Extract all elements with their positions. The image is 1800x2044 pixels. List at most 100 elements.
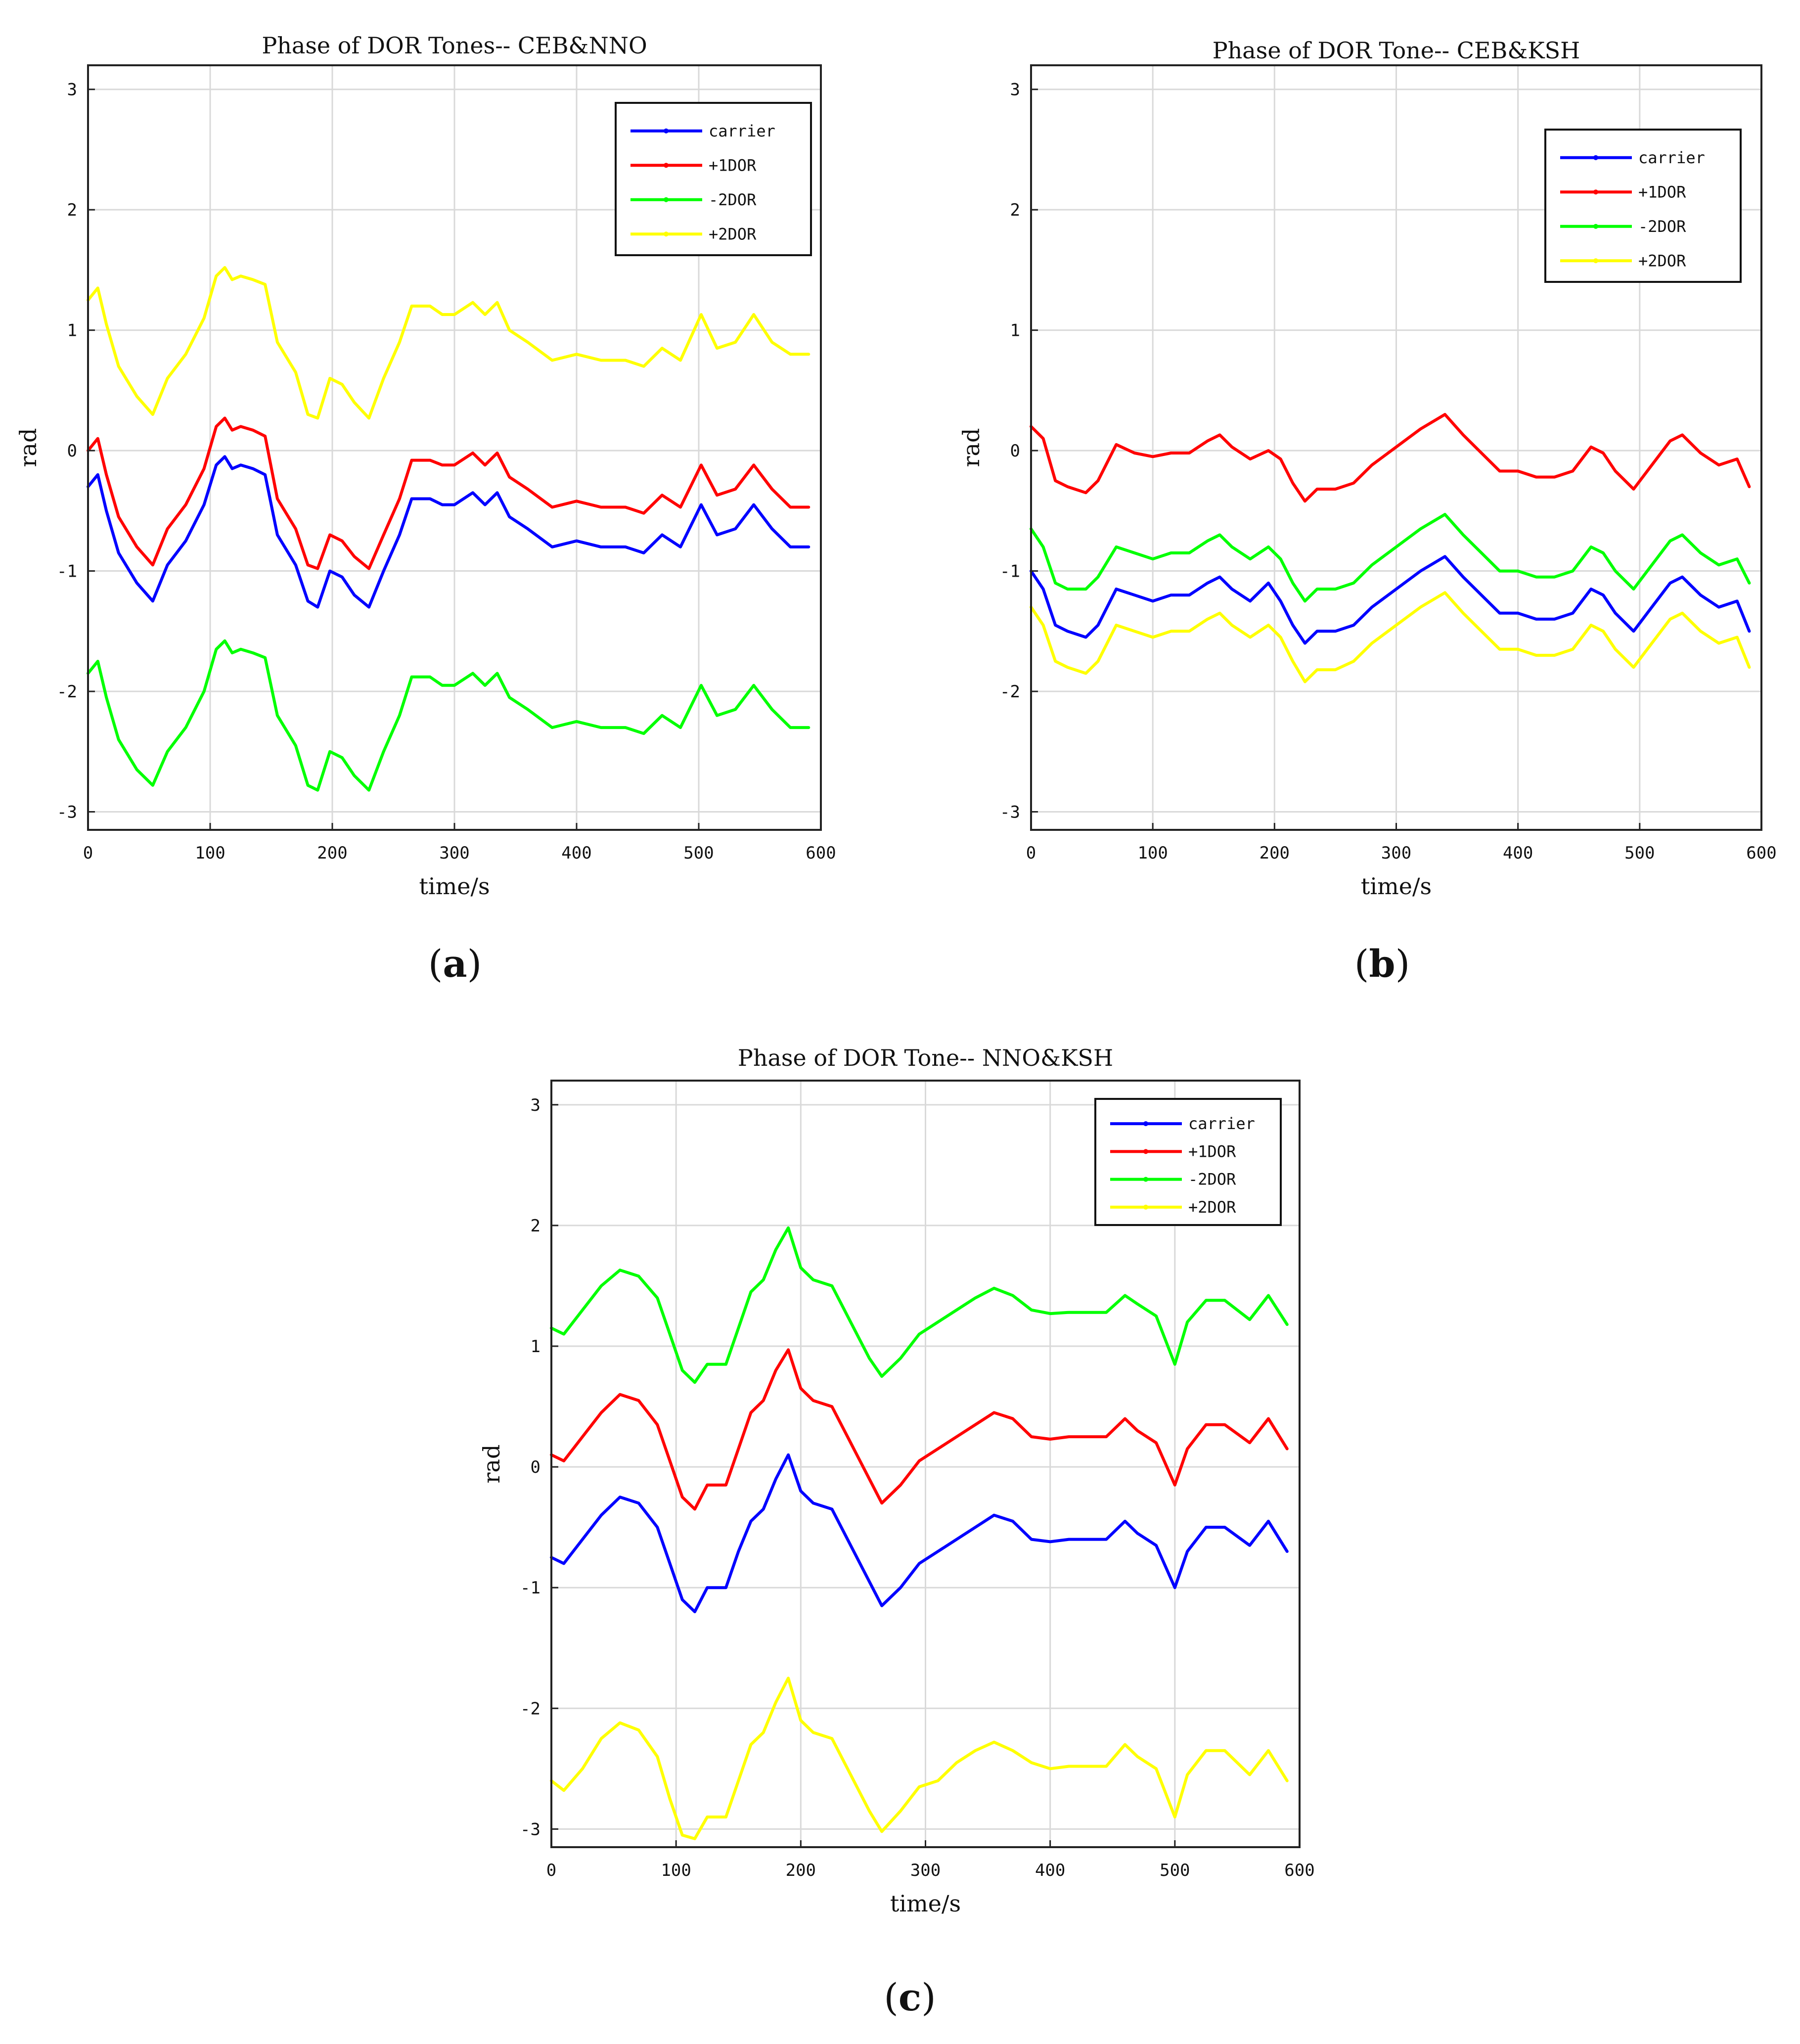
legend-marker (664, 197, 669, 202)
y-tick-label: -2 (1000, 682, 1020, 702)
caption-close-paren: ) (921, 1975, 936, 2019)
y-tick-label: 2 (67, 200, 77, 220)
x-tick-label: 200 (1260, 843, 1290, 863)
legend-entry: carrier (709, 122, 775, 140)
legend-marker (664, 128, 669, 134)
x-tick-label: 500 (1160, 1861, 1190, 1880)
legend-box (615, 102, 812, 256)
legend-entry: -2DOR (709, 190, 757, 209)
legend-marker (1593, 189, 1598, 195)
y-axis-label: rad (478, 1445, 505, 1484)
y-tick-label: 1 (67, 321, 77, 341)
series-line-carrier (1030, 555, 1751, 645)
y-axis-label: rad (15, 428, 42, 467)
legend-marker (1143, 1149, 1148, 1154)
legend-box (1544, 129, 1742, 283)
series-line-carrier (87, 455, 810, 609)
y-tick-label: 3 (531, 1095, 540, 1115)
x-tick-label: 400 (561, 843, 591, 863)
caption-close-paren: ) (467, 942, 482, 986)
x-axis-label: time/s (419, 873, 490, 900)
x-tick-label: 0 (83, 843, 93, 863)
legend-entry: +2DOR (709, 225, 757, 243)
series-line-2dor (550, 1226, 1289, 1384)
chart-c: 0 100 200 300 400 500 600 -3 -2 -1 0 1 2 3 Phase of DO… (478, 1045, 1315, 2019)
series-line-1dor (1030, 413, 1751, 503)
y-tick-label: -3 (57, 802, 77, 822)
series-line-carrier (550, 1453, 1289, 1613)
x-tick-label: 500 (683, 843, 714, 863)
x-tick-label: 200 (786, 1861, 816, 1880)
legend-entry: +1DOR (1188, 1142, 1236, 1161)
legend-entry: +1DOR (1638, 182, 1686, 201)
x-axis-label: time/s (1361, 873, 1432, 900)
x-tick-label: 100 (1137, 843, 1168, 863)
caption-letter: a (443, 942, 467, 986)
legend-marker (1593, 224, 1598, 229)
series-line-2dor (1030, 591, 1751, 683)
y-tick-label: 1 (531, 1337, 540, 1357)
y-axis-label: rad (958, 428, 985, 467)
y-tick-label: 3 (67, 80, 77, 100)
legend-box (1094, 1098, 1282, 1226)
x-tick-label: 0 (546, 1861, 556, 1880)
legend-entry: +1DOR (709, 156, 757, 175)
x-tick-label: 600 (1746, 843, 1776, 863)
caption-close-paren: ) (1395, 942, 1410, 986)
legend-marker (664, 231, 669, 237)
legend-marker (1593, 258, 1598, 264)
chart-title: Phase of DOR Tone-- NNO&KSH (738, 1045, 1113, 1071)
legend-marker (1143, 1177, 1148, 1182)
y-tick-label: -2 (520, 1699, 540, 1719)
y-tick-label: -1 (57, 562, 77, 582)
y-tick-label: 3 (1010, 80, 1020, 100)
legend: carrier +1DOR -2DOR +2DOR (1544, 129, 1742, 283)
y-tick-label: 0 (1010, 441, 1020, 461)
y-tick-label: -3 (1000, 802, 1020, 822)
caption-letter: b (1369, 942, 1395, 986)
y-tick-label: 0 (67, 441, 77, 461)
x-tick-label: 100 (661, 1861, 691, 1880)
series-line-2dor (87, 639, 810, 792)
y-tick-label: 0 (531, 1457, 540, 1477)
series-line-1dor (87, 416, 810, 570)
series-line-2dor (87, 266, 810, 420)
caption-open-paren: ( (884, 1975, 899, 2019)
panel-caption: (c) (884, 1975, 936, 2019)
legend-entry: +2DOR (1638, 251, 1686, 270)
series-line-2dor (550, 1677, 1289, 1840)
legend-entry: carrier (1638, 148, 1705, 167)
series-line-2dor (1030, 513, 1751, 603)
y-tick-label: -3 (520, 1819, 540, 1839)
panel-caption: (a) (428, 942, 482, 986)
legend: carrier +1DOR -2DOR +2DOR (615, 102, 812, 256)
y-tick-label: -1 (1000, 562, 1020, 582)
legend-entry: +2DOR (1188, 1198, 1236, 1217)
chart-title: Phase of DOR Tone-- CEB&KSH (1213, 37, 1580, 64)
y-tick-label: -1 (520, 1578, 540, 1598)
y-tick-label: 1 (1010, 321, 1020, 341)
chart-b: 0 100 200 300 400 500 600 -3 -2 -1 0 1 2 3 Phase of DO… (958, 37, 1777, 986)
x-tick-label: 500 (1624, 843, 1655, 863)
legend-marker (1593, 155, 1598, 160)
x-tick-label: 400 (1035, 1861, 1065, 1880)
y-tick-label: -2 (57, 682, 77, 702)
x-tick-label: 300 (1381, 843, 1411, 863)
legend-marker (664, 163, 669, 168)
x-tick-label: 0 (1026, 843, 1036, 863)
x-tick-label: 600 (806, 843, 836, 863)
legend-entry: -2DOR (1638, 217, 1686, 236)
legend: carrier +1DOR -2DOR +2DOR (1094, 1098, 1282, 1226)
x-tick-label: 100 (195, 843, 225, 863)
legend-entry: -2DOR (1188, 1170, 1236, 1189)
chart-a: 0 100 200 300 400 500 600 -3 -2 -1 0 1 2 3 Phase of DO… (15, 32, 836, 986)
y-tick-label: 2 (1010, 200, 1020, 220)
series-line-1dor (550, 1348, 1289, 1511)
legend-entry: carrier (1188, 1114, 1255, 1133)
legend-marker (1143, 1121, 1148, 1127)
x-tick-label: 400 (1503, 843, 1533, 863)
caption-letter: c (899, 1975, 921, 2019)
caption-open-paren: ( (428, 942, 443, 986)
legend-marker (1143, 1204, 1148, 1210)
